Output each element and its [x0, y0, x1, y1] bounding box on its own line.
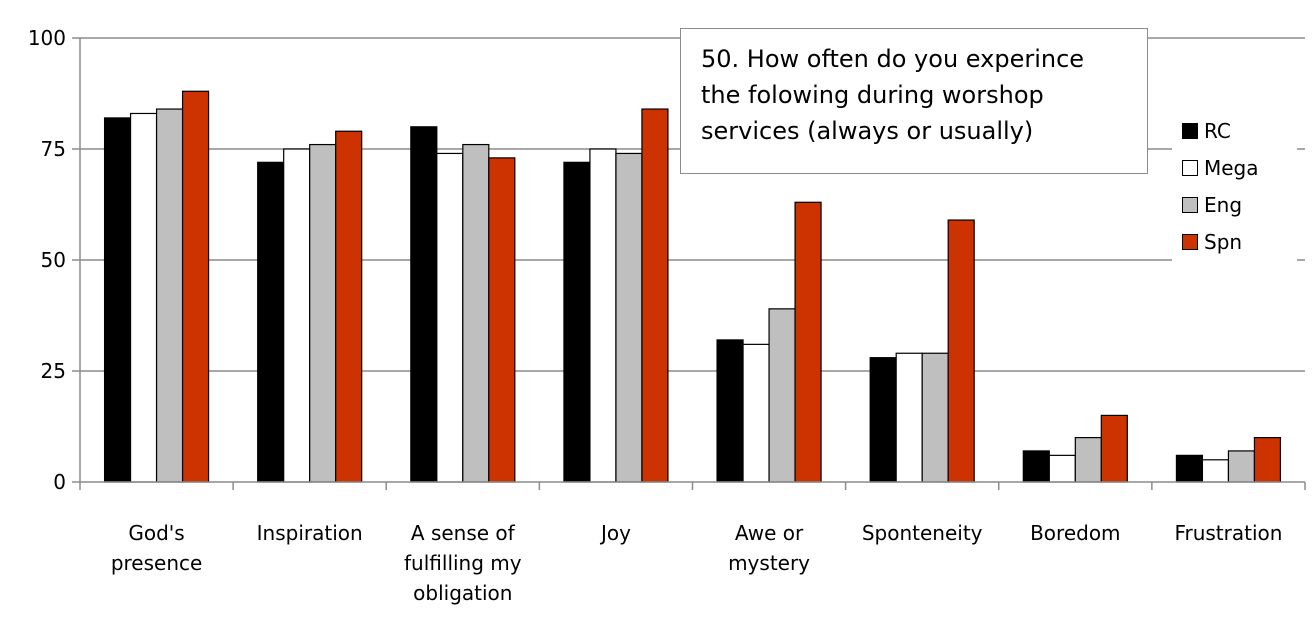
x-category-label: obligation	[413, 581, 512, 605]
chart-title-box: 50. How often do you experince the folow…	[680, 28, 1148, 174]
legend-item-spn: Spn	[1172, 223, 1297, 260]
axes	[72, 37, 1306, 490]
bar-eng	[309, 143, 337, 483]
legend-label-spn: Spn	[1204, 229, 1243, 254]
bar-mega	[589, 148, 617, 483]
x-category-label: Sponteneity	[862, 521, 983, 545]
legend-swatch-eng	[1182, 196, 1198, 213]
chart-title-line-3: services (always or usually)	[701, 117, 1034, 145]
bar-spn	[794, 201, 822, 483]
chart-title-line-2: the folowing during worshop	[701, 81, 1044, 109]
bar-eng	[155, 108, 184, 483]
bar-spn	[641, 108, 669, 483]
bar-mega	[1048, 454, 1076, 483]
bar-eng	[1074, 437, 1102, 483]
y-tick-label: 75	[41, 137, 66, 161]
bar-rc	[563, 161, 591, 483]
legend-swatch-spn	[1182, 233, 1198, 250]
bar-mega	[436, 152, 464, 483]
bar-spn	[335, 130, 363, 483]
bar-rc	[1175, 454, 1204, 483]
x-category-label: Awe or	[735, 521, 804, 545]
bars-group	[103, 90, 1282, 483]
bar-rc	[410, 126, 438, 483]
x-category-label: Inspiration	[257, 521, 363, 545]
y-tick-label: 25	[41, 359, 66, 383]
bar-eng	[768, 308, 796, 483]
bar-rc	[257, 161, 285, 483]
bar-eng	[921, 352, 949, 483]
bar-mega	[895, 352, 923, 483]
legend-swatch-rc	[1182, 122, 1198, 139]
x-category-labels: God's presence Inspiration A sense of fulfil…	[111, 521, 1283, 605]
bar-spn	[1253, 437, 1282, 483]
x-category-label: mystery	[728, 551, 810, 575]
x-category-label: Joy	[599, 521, 631, 545]
legend-label-rc: RC	[1204, 118, 1231, 143]
bar-spn	[947, 219, 975, 483]
y-tick-labels: 0 25 50 75 100	[28, 26, 66, 494]
legend-swatch-mega	[1182, 159, 1198, 176]
legend-label-mega: Mega	[1204, 155, 1259, 180]
bar-eng	[462, 143, 490, 483]
legend: RC Mega Eng Spn	[1172, 106, 1297, 266]
x-category-label: presence	[111, 551, 202, 575]
legend-item-eng: Eng	[1172, 186, 1297, 223]
bar-rc	[1022, 450, 1050, 483]
legend-item-mega: Mega	[1172, 149, 1297, 186]
x-category-label: A sense of	[411, 521, 516, 545]
x-category-label: God's	[128, 521, 184, 545]
x-category-label: Boredom	[1030, 521, 1120, 545]
bar-spn	[181, 90, 210, 483]
bar-mega	[742, 343, 770, 483]
bar-spn	[488, 157, 516, 483]
bar-rc	[869, 357, 897, 483]
y-tick-label: 100	[28, 26, 66, 50]
bar-mega	[129, 112, 158, 483]
bar-eng	[1227, 450, 1256, 483]
legend-label-eng: Eng	[1204, 192, 1243, 217]
bar-eng	[615, 152, 643, 483]
x-category-label: Frustration	[1174, 521, 1282, 545]
legend-item-rc: RC	[1172, 112, 1297, 149]
bar-rc	[103, 117, 132, 483]
y-tick-label: 0	[53, 470, 66, 494]
bar-rc	[716, 339, 744, 483]
bar-mega	[283, 148, 311, 483]
bar-spn	[1100, 414, 1128, 483]
x-category-label: fulfilling my	[404, 551, 522, 575]
chart-title-line-1: 50. How often do you experince	[701, 45, 1085, 73]
bar-mega	[1201, 459, 1230, 483]
y-tick-label: 50	[41, 248, 66, 272]
